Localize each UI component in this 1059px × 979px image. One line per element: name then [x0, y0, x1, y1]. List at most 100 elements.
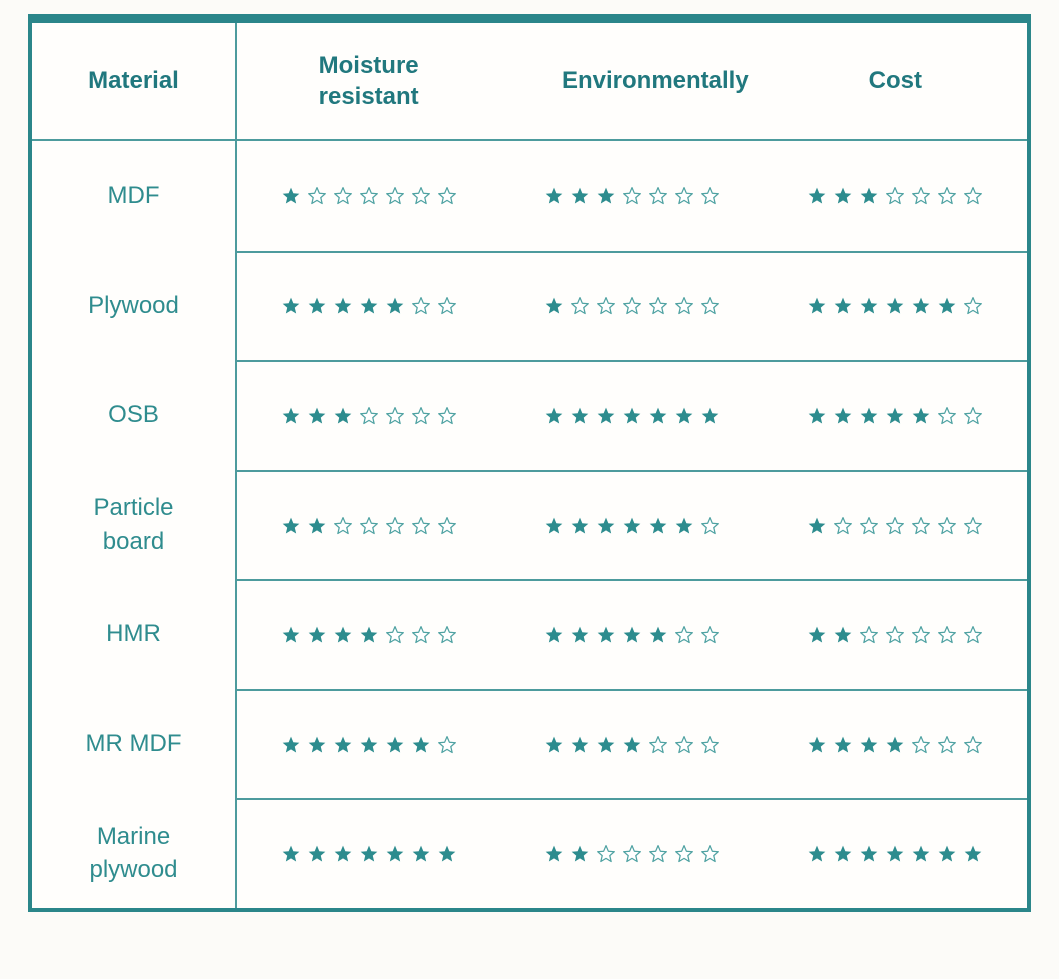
column-header-cost: Cost [764, 23, 1027, 139]
material-label: OSB [108, 401, 159, 429]
star-filled-icon [334, 626, 351, 643]
star-filled-icon [912, 845, 930, 862]
star-filled-icon [282, 736, 299, 753]
column-header-material: Material [32, 23, 237, 139]
star-empty-icon [938, 735, 957, 753]
rating-cell-cost [763, 469, 1027, 580]
star-rating [544, 186, 720, 206]
star-filled-icon [334, 298, 351, 314]
star-rating [281, 516, 457, 536]
star-rating [281, 735, 457, 755]
star-empty-icon [437, 186, 456, 204]
star-filled-icon [649, 626, 667, 643]
star-filled-icon [597, 407, 615, 424]
column-header-moisture-resistant: Moisture resistant [237, 23, 500, 139]
star-filled-icon [834, 298, 852, 314]
star-filled-icon [386, 298, 403, 314]
star-rating [544, 625, 720, 645]
star-rating [281, 844, 457, 864]
star-filled-icon [438, 845, 455, 862]
star-empty-icon [411, 516, 430, 534]
star-filled-icon [571, 736, 589, 753]
material-cell: Plywood [32, 250, 237, 361]
star-rating [807, 296, 983, 316]
star-empty-icon [333, 516, 352, 534]
star-filled-icon [334, 736, 351, 753]
star-empty-icon [701, 297, 719, 315]
rating-cell-cost [764, 141, 1027, 251]
table-header-row: Material Moisture resistant Environmenta… [32, 23, 1027, 141]
star-filled-icon [623, 407, 641, 424]
star-filled-icon [860, 187, 878, 204]
rating-cell-moisture-resistant [237, 579, 501, 689]
material-cell: MR MDF [32, 688, 237, 799]
star-filled-icon [938, 845, 956, 862]
star-filled-icon [360, 298, 377, 314]
star-filled-icon [597, 736, 615, 753]
material-label: Marine plywood [89, 822, 178, 884]
star-empty-icon [912, 626, 931, 644]
star-empty-icon [385, 406, 404, 425]
star-rating [807, 735, 983, 755]
material-cell: Marine plywood [32, 798, 237, 909]
rating-cell-moisture-resistant [237, 688, 501, 799]
star-filled-icon [545, 187, 563, 204]
star-filled-icon [545, 736, 563, 753]
star-empty-icon [385, 626, 404, 644]
star-empty-icon [912, 186, 931, 204]
star-empty-icon [411, 626, 430, 644]
star-empty-icon [437, 406, 456, 425]
star-empty-icon [886, 516, 905, 534]
material-cell: MDF [32, 141, 237, 251]
table-row: Plywood [32, 250, 1027, 361]
star-filled-icon [597, 187, 615, 204]
rating-cell-environmentally [500, 798, 764, 908]
star-empty-icon [597, 845, 615, 863]
star-filled-icon [386, 845, 403, 862]
star-empty-icon [675, 626, 693, 644]
star-rating [544, 844, 720, 864]
star-filled-icon [886, 407, 904, 424]
star-empty-icon [834, 516, 853, 534]
star-filled-icon [886, 845, 904, 862]
material-cell: HMR [32, 579, 237, 689]
star-rating [807, 186, 983, 206]
rating-cell-moisture-resistant [237, 360, 501, 470]
material-label: HMR [106, 620, 161, 648]
star-filled-icon [360, 626, 377, 643]
star-filled-icon [808, 187, 826, 204]
star-empty-icon [437, 626, 456, 644]
star-empty-icon [649, 186, 667, 204]
column-header-label: Material [88, 67, 179, 95]
star-empty-icon [675, 735, 693, 753]
star-filled-icon [675, 517, 693, 534]
column-header-environmentally: Environmentally [500, 23, 763, 139]
star-filled-icon [386, 736, 403, 753]
rating-cell-environmentally [500, 579, 764, 689]
star-empty-icon [964, 735, 983, 753]
table-row: Particle board [32, 469, 1027, 580]
star-empty-icon [437, 735, 456, 753]
star-filled-icon [808, 298, 826, 314]
star-filled-icon [834, 845, 852, 862]
star-filled-icon [597, 517, 615, 534]
star-filled-icon [545, 407, 563, 424]
star-empty-icon [964, 186, 983, 204]
star-filled-icon [860, 736, 878, 753]
star-empty-icon [964, 297, 983, 315]
star-empty-icon [411, 186, 430, 204]
material-label: MR MDF [85, 729, 182, 757]
star-rating [544, 735, 720, 755]
star-filled-icon [675, 407, 693, 424]
star-rating [281, 296, 457, 316]
star-empty-icon [701, 735, 719, 753]
star-filled-icon [649, 407, 667, 424]
rating-cell-moisture-resistant [237, 141, 500, 251]
table-row: MR MDF [32, 688, 1027, 799]
rating-cell-moisture-resistant [237, 469, 501, 580]
star-filled-icon [545, 845, 563, 862]
rating-cell-environmentally [500, 360, 764, 470]
star-rating [807, 844, 983, 864]
star-empty-icon [385, 516, 404, 534]
column-header-label: Environmentally [561, 67, 749, 95]
